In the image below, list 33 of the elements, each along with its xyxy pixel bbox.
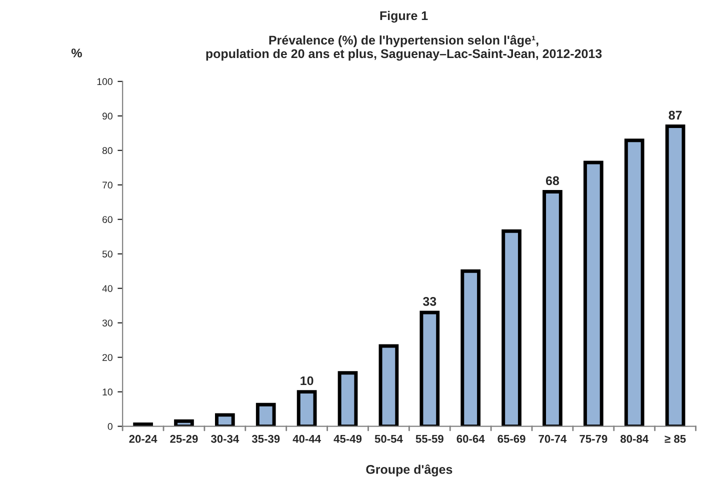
- x-tick-label: ≥ 85: [664, 434, 686, 443]
- x-tick-label: 25-29: [170, 434, 198, 443]
- y-tick-label: 30: [102, 320, 112, 326]
- x-tick-label: 40-44: [292, 434, 321, 443]
- data-label: 10: [300, 376, 314, 386]
- x-tick-label: 65-69: [498, 434, 526, 443]
- y-axis-title: %: [71, 48, 82, 58]
- x-tick-label: 75-79: [580, 434, 608, 443]
- x-tick-label: 35-39: [252, 434, 280, 443]
- y-tick-label: 90: [102, 112, 112, 120]
- x-tick-label: 50-54: [374, 434, 403, 443]
- x-tick-label: 45-49: [334, 434, 362, 443]
- chart-title: Figure 1: [380, 10, 428, 23]
- chart-subtitle: Prévalence (%) de l'hypertension selon l'âge¹, population de 20 ans et plus, Saguenay–Lac-Saint-Jean, 2012-2013: [206, 35, 602, 61]
- x-tick-label: 70-74: [538, 434, 567, 443]
- data-label: 33: [422, 297, 436, 306]
- y-tick-label: 70: [102, 182, 112, 189]
- data-label: 68: [546, 176, 560, 186]
- x-tick-label: 20-24: [129, 434, 158, 443]
- y-tick-label: 0: [108, 423, 112, 430]
- y-tick-label: 80: [102, 147, 112, 154]
- y-tick-label: 10: [102, 388, 112, 396]
- y-tick-label: 60: [102, 216, 112, 223]
- x-tick-label: 60-64: [456, 434, 485, 443]
- x-axis-title: Groupe d'âges: [366, 464, 452, 476]
- y-tick-label: 100: [97, 78, 112, 86]
- y-tick-label: 50: [102, 250, 112, 258]
- data-label: 87: [668, 110, 682, 120]
- x-tick-label: 80-84: [620, 434, 648, 443]
- y-tick-label: 20: [102, 354, 112, 361]
- x-tick-label: 55-59: [416, 434, 444, 443]
- x-tick-label: 30-34: [210, 434, 240, 443]
- y-tick-label: 40: [102, 285, 112, 292]
